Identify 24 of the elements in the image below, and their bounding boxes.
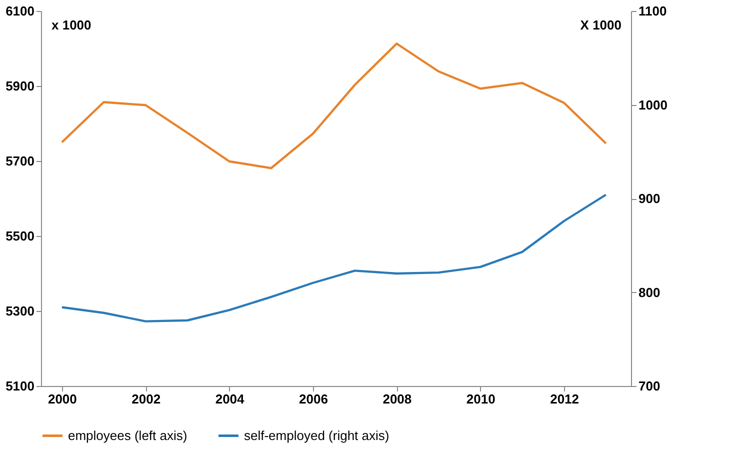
y-tick-label: 5900	[6, 78, 34, 94]
x-tick-label: 2008	[382, 392, 412, 406]
y2-tick-label: 700	[638, 378, 660, 394]
line-series	[60, 194, 607, 322]
y-tick-label: 5700	[6, 154, 34, 168]
y2-tick-label: 1100	[638, 4, 667, 18]
x-tick-label: 2010	[466, 392, 496, 406]
x-tick-label: 2002	[132, 392, 161, 406]
y-tick-label: 5300	[6, 304, 34, 318]
x-tick-label: 2004	[215, 392, 246, 406]
line-series	[60, 42, 607, 170]
y2-tick-label: 900	[638, 191, 660, 206]
y-axis-title: x 1000	[52, 18, 92, 32]
y-tick-label: 5500	[6, 228, 34, 244]
legend-label: employees (left axis)	[68, 428, 188, 443]
y2-axis-title: X 1000	[580, 18, 622, 32]
x-tick-label: 2000	[48, 392, 77, 406]
y-tick-label: 5100	[6, 378, 34, 394]
x-tick-label: 2012	[550, 392, 580, 406]
y2-tick-label: 800	[638, 284, 660, 300]
y2-tick-label: 1000	[638, 97, 668, 112]
legend-label: self-employed (right axis)	[244, 428, 390, 443]
x-tick-label: 2006	[299, 392, 328, 406]
y-tick-label: 6100	[6, 4, 34, 18]
